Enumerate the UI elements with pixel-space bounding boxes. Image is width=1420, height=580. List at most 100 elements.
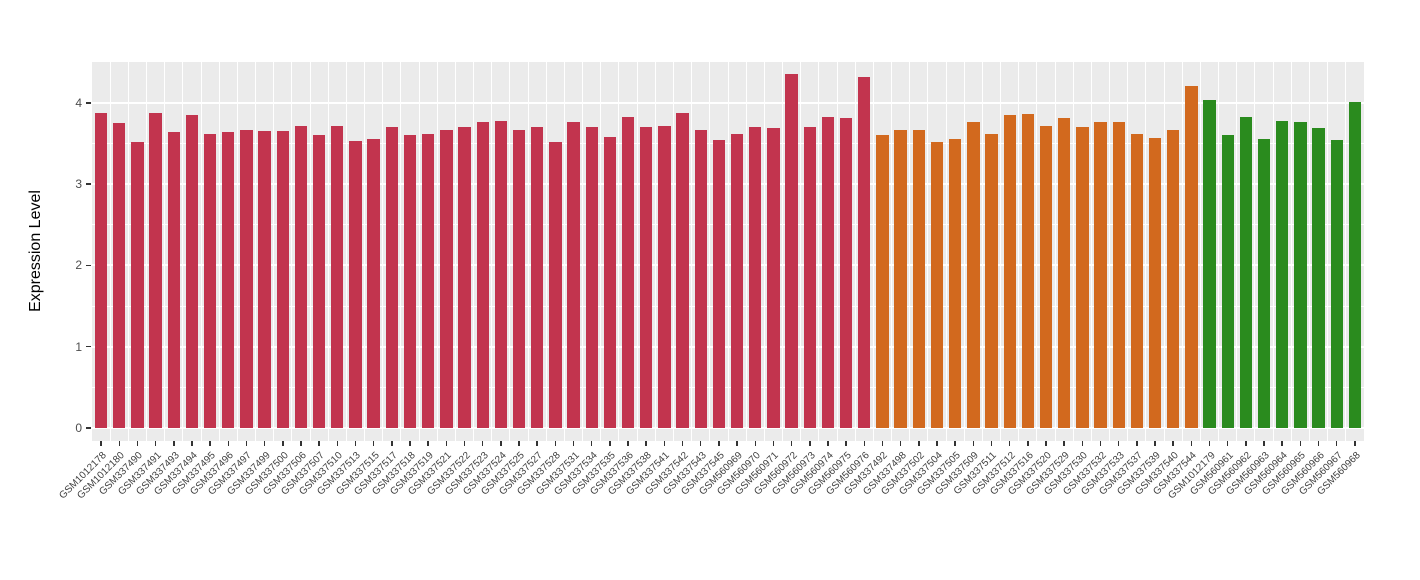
y-tick-label: 2 [75, 258, 82, 273]
x-tick [1226, 441, 1229, 446]
gridline-vertical-separator [1199, 62, 1201, 441]
x-tick [590, 441, 593, 446]
x-tick [954, 441, 956, 446]
bar-GSM337539 [1148, 137, 1162, 428]
gridline-vertical-separator [218, 62, 220, 441]
x-tick [1008, 441, 1011, 446]
gridline-vertical-separator [582, 62, 584, 441]
bar-slot [346, 62, 364, 441]
bar-GSM560962 [1239, 116, 1253, 428]
bar-slot [1237, 62, 1255, 441]
bar-GSM337532 [1094, 121, 1107, 428]
x-tick [754, 441, 756, 446]
bar-GSM560970 [749, 127, 762, 428]
x-tick [372, 441, 375, 446]
x-tick [536, 441, 538, 446]
x-tick [736, 441, 738, 446]
bar-GSM337536 [621, 117, 635, 428]
x-tick [663, 441, 666, 446]
x-tick [627, 441, 629, 446]
bar-slot [474, 62, 492, 441]
bar-slot [383, 62, 401, 441]
bar-slot [692, 62, 710, 441]
gridline-vertical-separator [872, 62, 874, 441]
gridline-vertical-separator [1090, 62, 1092, 441]
bar-GSM560974 [821, 117, 835, 428]
bar-slot [274, 62, 292, 441]
bar-slot [910, 62, 928, 441]
x-tick [1208, 441, 1211, 446]
bar-GSM337537 [1130, 133, 1144, 428]
bar-GSM337504 [930, 141, 944, 428]
gridline-vertical-separator [745, 62, 747, 441]
bar-GSM560969 [730, 133, 744, 428]
bar-GSM337506 [294, 126, 308, 428]
bar-slot [401, 62, 419, 441]
gridline-vertical-separator [945, 62, 947, 441]
gridline-vertical-separator [1018, 62, 1020, 441]
y-axis-title: Expression Level [27, 190, 44, 312]
bar-slot [1019, 62, 1037, 441]
bar-GSM337534 [585, 127, 598, 428]
x-tick [318, 441, 320, 446]
bar-slot [165, 62, 183, 441]
bar-GSM560964 [1276, 120, 1289, 428]
bar-slot [674, 62, 692, 441]
gridline-vertical-separator [345, 62, 347, 441]
gridline-vertical-separator [1127, 62, 1129, 441]
gridline-vertical-separator [146, 62, 147, 441]
gridline-vertical-separator [800, 62, 802, 441]
bar-slot [1182, 62, 1200, 441]
x-tick [972, 441, 975, 446]
gridline-vertical-separator [818, 62, 820, 441]
y-tick-label: 0 [75, 421, 82, 435]
gridline-vertical-separator [1254, 62, 1256, 441]
x-tick [809, 441, 811, 446]
bar-slot [1219, 62, 1237, 441]
bar-GSM337540 [1167, 130, 1180, 428]
bar-GSM1012180 [113, 123, 126, 428]
bar-GSM337535 [603, 136, 617, 428]
x-tick [391, 441, 393, 446]
bar-slot [455, 62, 473, 441]
bar-slot [92, 62, 110, 441]
bar-slot [837, 62, 855, 441]
bar-GSM560966 [1312, 128, 1325, 428]
bar-GSM337538 [640, 127, 653, 428]
bar-slot [801, 62, 819, 441]
x-tick [1190, 441, 1193, 446]
x-tick [463, 441, 466, 446]
bar-GSM337510 [331, 125, 344, 428]
gridline-vertical-separator [1109, 62, 1111, 441]
gridline-vertical-separator [709, 62, 711, 441]
bar-slot [183, 62, 201, 441]
bar-GSM560976 [858, 76, 871, 428]
gridline-vertical-separator [836, 62, 838, 441]
gridline-vertical-separator [891, 62, 893, 441]
x-tick [899, 441, 902, 446]
x-tick [1335, 441, 1338, 446]
x-tick [1317, 441, 1320, 446]
gridline-vertical-separator [273, 62, 275, 441]
bar-GSM337502 [912, 130, 925, 428]
bar-slot [855, 62, 873, 441]
bar-GSM337491 [149, 112, 162, 428]
bar-GSM337521 [440, 130, 453, 428]
gridline-vertical-separator [127, 62, 129, 441]
bar-slot [328, 62, 346, 441]
x-tick [282, 441, 284, 446]
x-tick [118, 441, 120, 446]
x-tick [209, 441, 211, 446]
bar-GSM337509 [967, 121, 980, 428]
gridline-vertical-separator [1000, 62, 1002, 441]
bar-GSM337525 [512, 129, 526, 428]
x-tick [1099, 441, 1102, 446]
gridline-vertical-separator [1327, 62, 1329, 441]
gridline-vertical-separator [782, 62, 783, 441]
gridline-vertical-separator [436, 62, 438, 441]
bar-slot [655, 62, 673, 441]
x-tick [1172, 441, 1174, 446]
gridline-vertical-separator [545, 62, 547, 441]
x-tick [699, 441, 702, 446]
gridline-vertical-separator [255, 62, 257, 441]
